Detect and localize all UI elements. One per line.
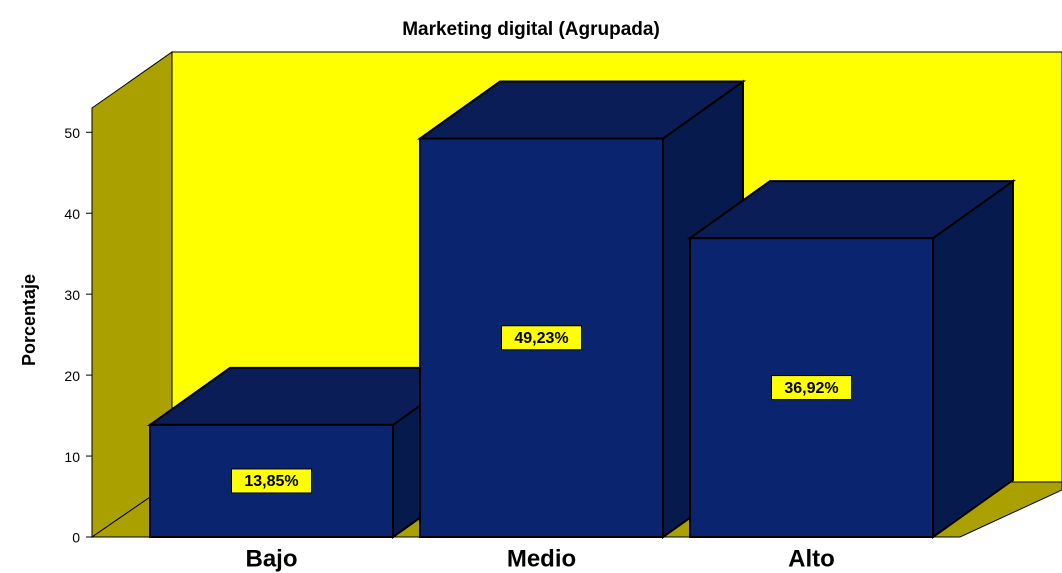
y-tick-label: 50 [64, 125, 80, 141]
chart-title: Marketing digital (Agrupada) [402, 19, 660, 40]
value-label-box [771, 375, 852, 401]
y-axis-label: Porcentaje [19, 274, 39, 366]
y-tick-label: 40 [64, 206, 80, 222]
y-tick-label: 10 [64, 449, 80, 465]
value-label: 49,23% [514, 330, 568, 347]
x-tick-label: Alto [788, 545, 835, 572]
value-label-box [231, 468, 312, 494]
value-label: 36,92% [784, 380, 838, 397]
bar-side [932, 179, 1014, 539]
y-tick-label: 0 [72, 530, 80, 546]
x-tick-label: Bajo [245, 545, 297, 572]
value-label-box [501, 325, 582, 351]
y-tick-label: 30 [64, 287, 80, 303]
x-tick-label: Medio [507, 545, 576, 572]
y-tick-label: 20 [64, 368, 80, 384]
value-label: 13,85% [244, 473, 298, 490]
